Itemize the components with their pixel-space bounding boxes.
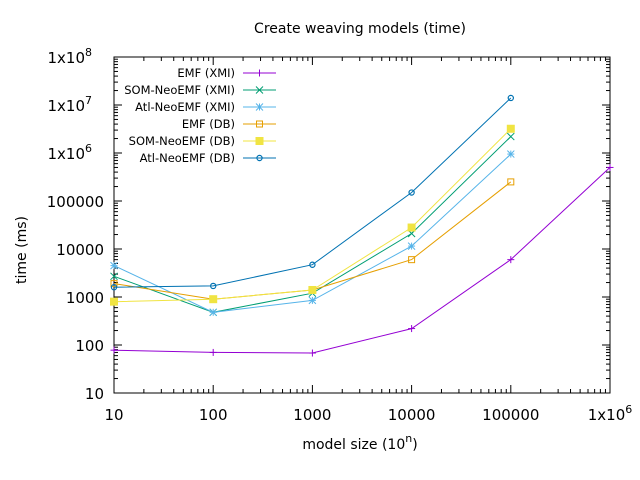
data-point (309, 261, 316, 268)
series-atl-neoemf-db (110, 94, 514, 291)
data-point (110, 261, 118, 270)
chart-title: Create weaving models (time) (254, 21, 466, 37)
data-point (606, 163, 614, 171)
series-layer (110, 94, 614, 357)
y-tick-label: 100 (75, 337, 104, 355)
data-point (407, 242, 416, 250)
series-line (113, 167, 611, 354)
legend-marker (256, 154, 263, 162)
legend-label: Atl-NeoEMF (DB) (140, 151, 235, 165)
data-point (209, 308, 218, 317)
legend-entry: SOM-NeoEMF (DB) (129, 134, 276, 148)
y-tick-label: 100000 (47, 193, 104, 211)
series-som-neoemf-db (110, 124, 515, 306)
legend-label: EMF (DB) (182, 117, 235, 131)
x-axis-title: model size (10n) (302, 432, 417, 453)
plot-border (113, 56, 611, 394)
x-tick-label: 1x106 (588, 403, 633, 424)
legend-entry: Atl-NeoEMF (XMI) (135, 100, 276, 114)
x-axis: 10 100 1000 10000 100000 1x106 (104, 57, 632, 424)
series-atl-neoemf-xmi (110, 150, 515, 317)
data-point (408, 189, 415, 196)
series-line (113, 181, 512, 300)
legend-entry: SOM-NeoEMF (XMI) (124, 83, 276, 97)
series-emf-db (110, 178, 515, 303)
data-point (506, 124, 515, 133)
legend-entry: Atl-NeoEMF (DB) (140, 151, 276, 165)
y-axis: 10 100 1000 10000 100000 1x106 1x107 1x108 (47, 46, 610, 403)
data-point (408, 256, 416, 264)
x-tick-label: 10000 (388, 406, 436, 424)
x-tick-label: 100 (199, 406, 228, 424)
series-emf-xmi (110, 163, 614, 357)
y-tick-label: 1x107 (47, 94, 92, 115)
data-point (209, 295, 218, 304)
legend-marker (255, 103, 264, 111)
y-tick-label: 10 (85, 385, 104, 403)
legend-marker (255, 86, 264, 94)
legend-marker (256, 69, 263, 77)
data-point (308, 296, 317, 305)
y-tick-label: 1x106 (47, 142, 92, 163)
data-point (507, 94, 514, 102)
data-point (209, 282, 217, 290)
legend-label: Atl-NeoEMF (XMI) (135, 100, 235, 114)
y-tick-label: 10000 (56, 241, 104, 259)
y-tick-label: 1000 (66, 289, 104, 307)
legend-label: SOM-NeoEMF (XMI) (124, 83, 235, 97)
legend-entry: EMF (DB) (182, 117, 276, 131)
data-point (110, 284, 118, 291)
legend-entry: EMF (XMI) (177, 66, 276, 80)
y-tick-label: 1x108 (47, 46, 92, 67)
x-axis-title-main: model size (10 (302, 437, 405, 453)
data-point (308, 285, 317, 294)
data-point (408, 325, 416, 333)
y-axis-title: time (ms) (14, 216, 30, 284)
x-axis-title-close: ) (412, 437, 417, 453)
x-tick-label: 1000 (293, 406, 331, 424)
data-point (407, 223, 416, 232)
legend-label: EMF (XMI) (177, 66, 235, 80)
x-tick-label: 10 (104, 406, 123, 424)
legend-label: SOM-NeoEMF (DB) (129, 134, 235, 148)
data-point (308, 349, 316, 357)
legend: EMF (XMI) SOM-NeoEMF (XMI) Atl-NeoEMF (XMI… (124, 66, 276, 165)
data-point (110, 297, 118, 306)
plot-frame (113, 56, 611, 394)
legend-marker (255, 137, 264, 145)
data-point (110, 280, 118, 288)
data-point (506, 150, 515, 158)
data-point (110, 346, 118, 354)
data-point (209, 348, 217, 356)
x-axis-title-sup: n (405, 432, 412, 445)
data-point (110, 272, 118, 281)
series-line (113, 97, 512, 288)
data-point (507, 178, 515, 186)
x-tick-label: 100000 (482, 406, 539, 424)
data-point (507, 256, 515, 264)
legend-marker (256, 120, 263, 128)
data-point (506, 132, 515, 141)
